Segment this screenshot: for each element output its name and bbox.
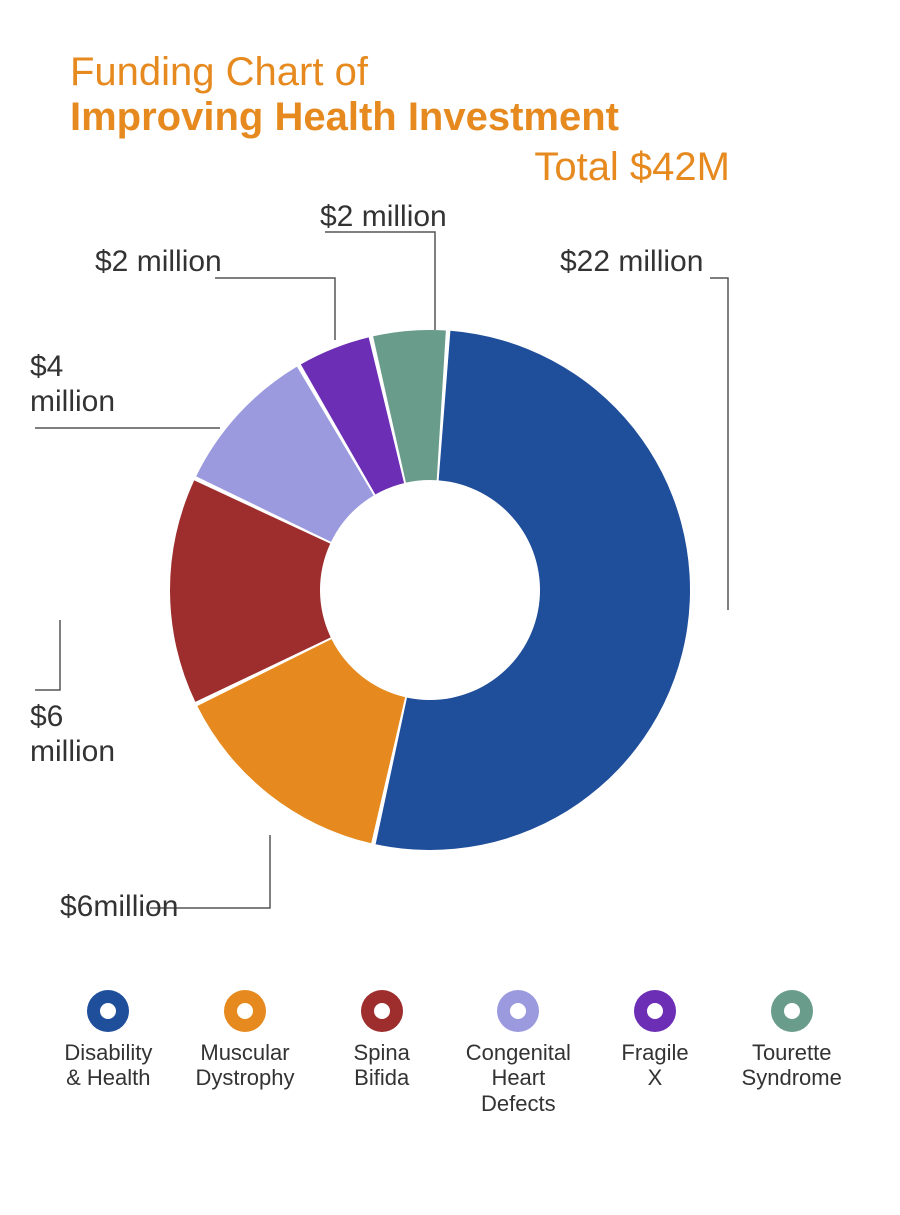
donut-chart: $22 million $6million $6million $4million $2… (0, 190, 900, 970)
legend-label: FragileX (621, 1040, 688, 1091)
legend-item: MuscularDystrophy (177, 990, 314, 1116)
legend-item: SpinaBifida (313, 990, 450, 1116)
slice-value-label: $6million (60, 890, 178, 925)
legend-swatch-icon (634, 990, 676, 1032)
leader-line (35, 620, 60, 690)
slice-value-label: $4million (30, 350, 115, 419)
legend-label: Disability& Health (64, 1040, 152, 1091)
title-line-2: Improving Health Investment (70, 95, 830, 140)
legend-item: TouretteSyndrome (723, 990, 860, 1116)
legend-label: MuscularDystrophy (195, 1040, 294, 1091)
total-amount: Total $42M (70, 145, 830, 190)
legend-label: TouretteSyndrome (742, 1040, 842, 1091)
slice-value-label: $2 million (95, 245, 222, 280)
legend-swatch-icon (497, 990, 539, 1032)
legend-swatch-icon (361, 990, 403, 1032)
legend: Disability& Health MuscularDystrophy Spina… (0, 990, 900, 1116)
leader-line (710, 278, 728, 610)
legend-item: CongenitalHeartDefects (450, 990, 587, 1116)
legend-swatch-icon (224, 990, 266, 1032)
chart-header: Funding Chart of Improving Health Invest… (0, 0, 900, 190)
legend-label: SpinaBifida (354, 1040, 410, 1091)
slice-value-label: $22 million (560, 245, 703, 280)
leader-line (215, 278, 335, 340)
slice-value-label: $2 million (320, 200, 447, 235)
leader-line (325, 232, 435, 330)
legend-swatch-icon (771, 990, 813, 1032)
legend-swatch-icon (87, 990, 129, 1032)
title-line-1: Funding Chart of (70, 50, 830, 95)
legend-item: Disability& Health (40, 990, 177, 1116)
legend-item: FragileX (587, 990, 724, 1116)
legend-label: CongenitalHeartDefects (466, 1040, 571, 1116)
slice-value-label: $6million (30, 700, 115, 769)
